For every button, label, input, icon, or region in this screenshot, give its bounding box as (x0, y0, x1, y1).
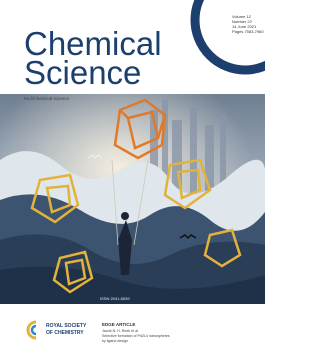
cover: Volume 12 Number 22 14 June 2021 Pages 7… (0, 0, 265, 353)
publisher-line-2: OF CHEMISTRY (46, 330, 84, 336)
publisher-line-1: ROYAL SOCIETY (46, 323, 87, 329)
journal-url: rsc.li/chemical-science (24, 96, 70, 101)
article-authors: Jacob N. H. Reek et al. (102, 329, 139, 333)
issn: ISSN 2041-6539 (100, 296, 130, 301)
artwork (0, 94, 265, 304)
page: Volume 12 Number 22 14 June 2021 Pages 7… (0, 0, 265, 353)
article-type: EDGE ARTICLE (102, 322, 135, 327)
article-title-2: by ligand design (102, 339, 128, 343)
issue-pages: Pages 7583-7960 (232, 29, 264, 34)
title-line-2: Science (24, 54, 141, 91)
article-title-1: Selective formation of Pd2L4 nanospheres (102, 334, 170, 338)
